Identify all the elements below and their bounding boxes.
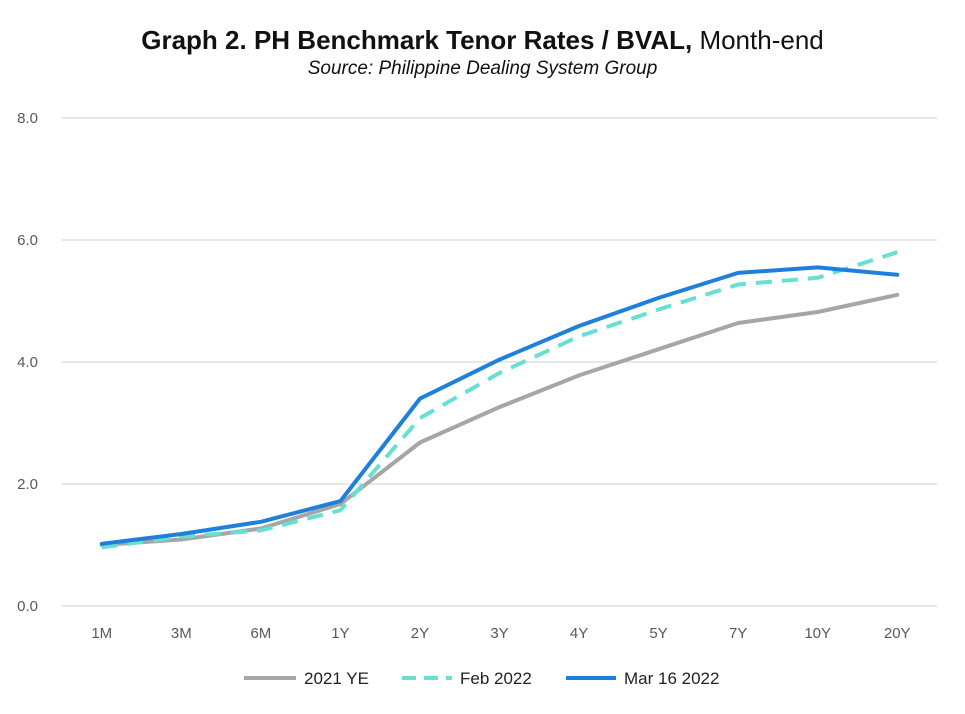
x-tick-label: 10Y (804, 625, 831, 642)
y-tick-label: 2.0 (17, 476, 38, 493)
x-tick-label: 2Y (411, 625, 429, 642)
legend-label: Feb 2022 (460, 669, 532, 688)
x-tick-label: 1Y (331, 625, 349, 642)
x-tick-label: 3M (171, 625, 192, 642)
gridlines (62, 117, 937, 607)
legend: 2021 YE Feb 2022 Mar 16 2022 (244, 669, 719, 688)
chart-title-suffix: Month-end (699, 25, 824, 55)
x-tick-label: 6M (250, 625, 271, 642)
chart-title: Graph 2. PH Benchmark Tenor Rates / BVAL… (0, 24, 965, 56)
x-tick-label: 7Y (729, 625, 747, 642)
x-tick-label: 4Y (570, 625, 588, 642)
chart-title-main: Graph 2. PH Benchmark Tenor Rates / BVAL… (141, 25, 693, 55)
series-lines (99, 250, 900, 550)
y-tick-label: 6.0 (17, 232, 38, 249)
series-line-1 (99, 292, 900, 547)
y-axis-tick-labels: 0.0 2.0 4.0 6.0 8.0 (17, 110, 38, 615)
y-tick-label: 4.0 (17, 354, 38, 371)
legend-label: Mar 16 2022 (624, 669, 719, 688)
series-line-3 (99, 265, 900, 546)
x-tick-label: 5Y (649, 625, 667, 642)
x-tick-label: 3Y (490, 625, 508, 642)
series-line-2 (101, 250, 898, 550)
chart-subtitle: Source: Philippine Dealing System Group (307, 58, 658, 79)
x-tick-label: 20Y (884, 625, 911, 642)
chart-header: Graph 2. PH Benchmark Tenor Rates / BVAL… (0, 24, 965, 82)
x-tick-label: 1M (91, 625, 112, 642)
y-tick-label: 0.0 (17, 598, 38, 615)
x-axis-tick-labels: 1M 3M 6M 1Y 2Y 3Y 4Y 5Y 7Y 10Y 20Y (91, 625, 910, 642)
y-tick-label: 8.0 (17, 110, 38, 127)
legend-label: 2021 YE (304, 669, 369, 688)
